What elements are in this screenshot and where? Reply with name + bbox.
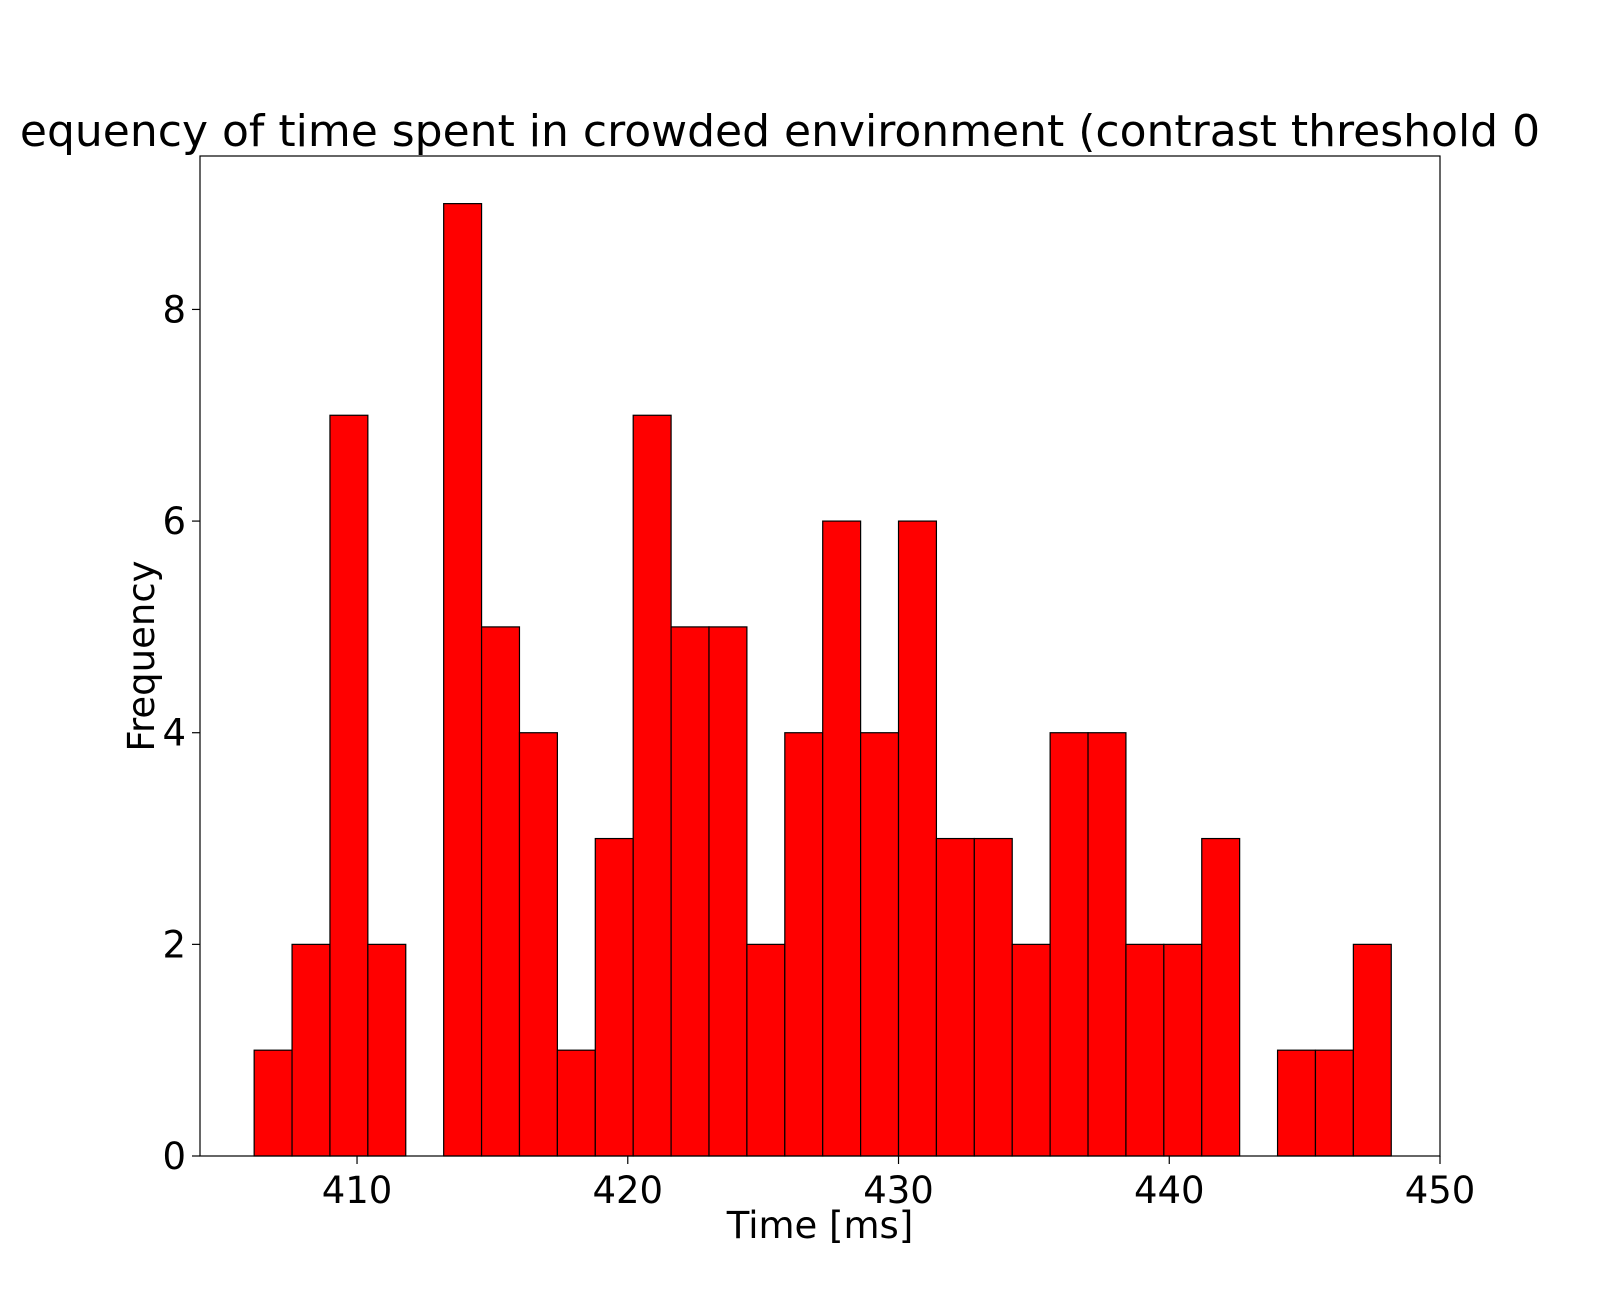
histogram-bar — [632, 414, 672, 1157]
y-tick-label: 2 — [162, 923, 186, 966]
histogram-bar — [1087, 732, 1127, 1157]
histogram-bar — [291, 943, 331, 1157]
histogram-bar — [935, 837, 975, 1157]
x-tick-label: 420 — [592, 1169, 663, 1212]
histogram-bar — [253, 1049, 293, 1157]
x-tick-label: 440 — [1134, 1169, 1205, 1212]
histogram-bar — [556, 1049, 596, 1157]
histogram-bar — [1276, 1049, 1317, 1157]
histogram-bar — [443, 203, 483, 1157]
y-tick-label: 0 — [162, 1135, 186, 1178]
histogram-bar — [784, 732, 824, 1157]
histogram-bar — [1163, 943, 1203, 1157]
y-tick-label: 8 — [162, 288, 186, 331]
histogram-bar — [1049, 732, 1089, 1157]
x-axis-ticks: 410 420 430 440 450 — [322, 1156, 1476, 1212]
histogram-bar — [822, 520, 862, 1157]
histogram-bar — [367, 943, 407, 1157]
histogram-bar — [860, 732, 900, 1157]
histogram-bar — [1352, 943, 1392, 1157]
bars — [253, 203, 1392, 1157]
plot-frame — [199, 155, 1441, 1157]
x-tick-label: 410 — [322, 1169, 393, 1212]
y-axis-title: Frequency — [120, 560, 163, 751]
histogram-bar — [594, 837, 634, 1157]
histogram-bar — [897, 520, 938, 1157]
y-axis-ticks: 0 2 4 6 8 — [162, 288, 200, 1178]
x-tick-label: 450 — [1405, 1169, 1476, 1212]
histogram-bar — [746, 943, 786, 1157]
x-tick-label: 430 — [863, 1169, 934, 1212]
histogram-bar — [1125, 943, 1165, 1157]
histogram-bar — [329, 414, 369, 1157]
histogram-bar — [480, 626, 521, 1157]
histogram-bar — [973, 837, 1013, 1157]
histogram-bar — [1201, 837, 1241, 1157]
histogram-bar — [1011, 943, 1051, 1157]
y-tick-label: 6 — [162, 500, 186, 543]
x-axis-title: Time [ms] — [726, 1204, 914, 1247]
histogram-bar — [708, 626, 748, 1157]
histogram-bar — [518, 732, 558, 1157]
chart-title: equency of time spent in crowded environ… — [20, 106, 1540, 157]
y-tick-label: 4 — [162, 712, 186, 755]
histogram-bar — [670, 626, 710, 1157]
histogram-bar — [1314, 1049, 1354, 1157]
